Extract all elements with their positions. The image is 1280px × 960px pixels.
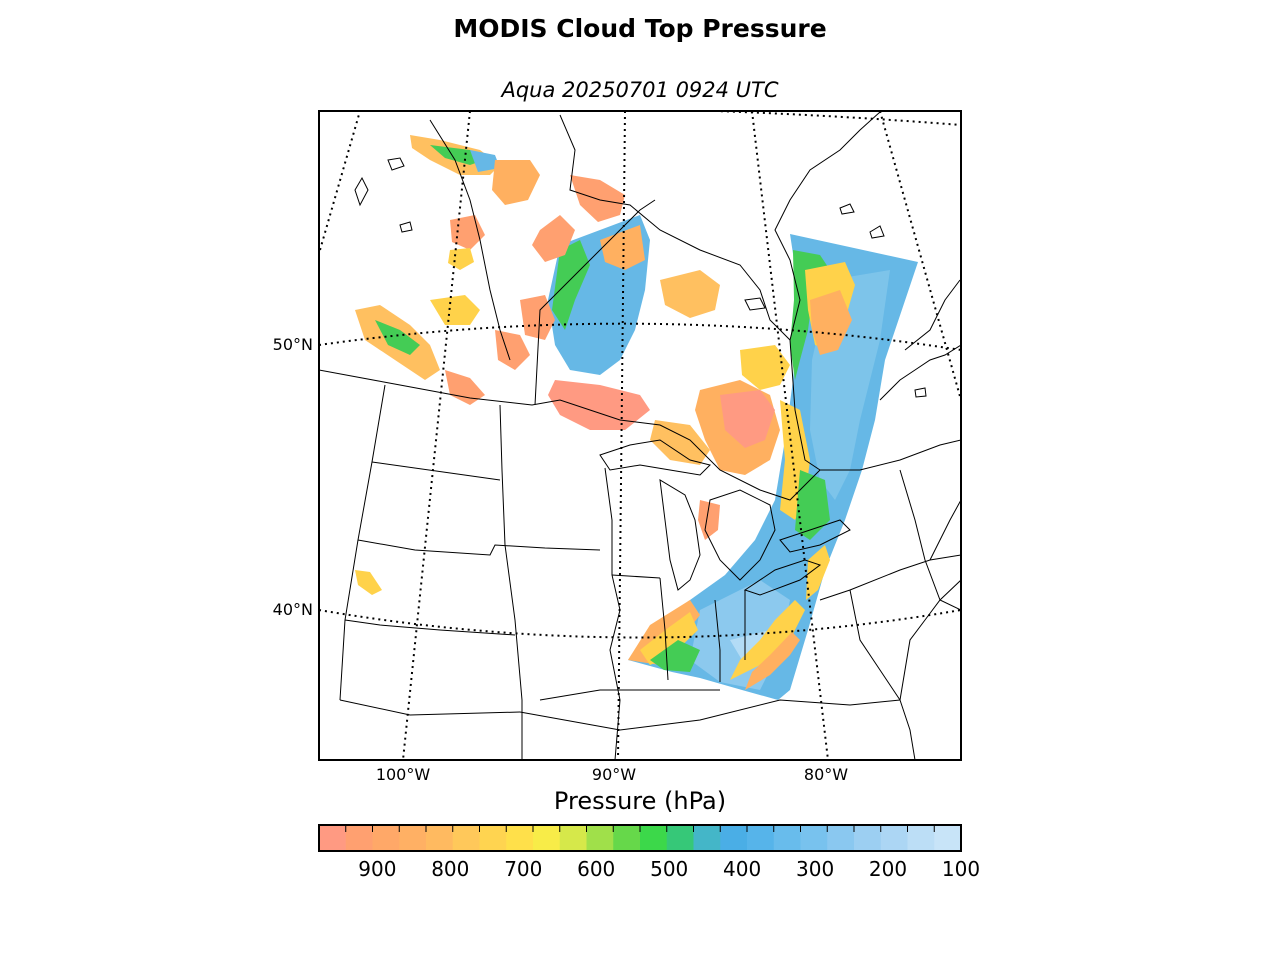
colorbar-cell: [452, 825, 481, 851]
map-frame: [318, 110, 962, 761]
colorbar-cell: [747, 825, 775, 851]
colorbar-cell: [586, 825, 614, 851]
cloud-pressure-swath: [628, 234, 918, 700]
lat-label-40n: 40°N: [273, 600, 313, 619]
map-subtitle: Aqua 20250701 0924 UTC: [501, 78, 779, 102]
colorbar-cell: [773, 825, 802, 851]
colorbar-cell: [907, 825, 935, 851]
lon-label-90w: 90°W: [592, 765, 636, 784]
colorbar-tick-label: 900: [358, 857, 396, 881]
colorbar-cell: [640, 825, 668, 851]
map-panel: [319, 111, 961, 760]
colorbar-cell: [880, 825, 909, 851]
colorbar-tick-label: 100: [942, 857, 980, 881]
colorbar-cell: [854, 825, 882, 851]
colorbar-cell: [506, 825, 534, 851]
colorbar-cell: [345, 825, 374, 851]
lon-label-80w: 80°W: [804, 765, 848, 784]
colorbar-tick-label: 300: [796, 857, 834, 881]
colorbar-cell: [559, 825, 588, 851]
lon-label-100w: 100°W: [376, 765, 431, 784]
colorbar-cell: [827, 825, 855, 851]
colorbar-tick-label: 400: [723, 857, 761, 881]
colorbar-cell: [533, 825, 561, 851]
colorbar-tick-label: 600: [577, 857, 615, 881]
colorbar-cell: [372, 825, 400, 851]
colorbar-cell: [399, 825, 427, 851]
colorbar-cell: [800, 825, 828, 851]
colorbar-tick-label: 200: [869, 857, 907, 881]
colorbar-cell: [319, 825, 347, 851]
colorbar-tick-label: 800: [431, 857, 469, 881]
graticule: [319, 111, 961, 760]
colorbar-tick-label: 700: [504, 857, 542, 881]
western-cloud-field: [520, 175, 790, 540]
colorbar-cell: [720, 825, 748, 851]
map-title: MODIS Cloud Top Pressure: [453, 14, 827, 43]
colorbar-cell: [426, 825, 454, 851]
lat-label-50n: 50°N: [273, 335, 313, 354]
colorbar-cell: [666, 825, 695, 851]
colorbar-cell: [693, 825, 721, 851]
colorbar-tick-label: 500: [650, 857, 688, 881]
colorbar-cell: [934, 825, 962, 851]
colorbar-cell: [613, 825, 641, 851]
colorbar-label: Pressure (hPa): [553, 787, 727, 815]
colorbar-frame: [318, 824, 962, 852]
colorbar-cell: [479, 825, 507, 851]
